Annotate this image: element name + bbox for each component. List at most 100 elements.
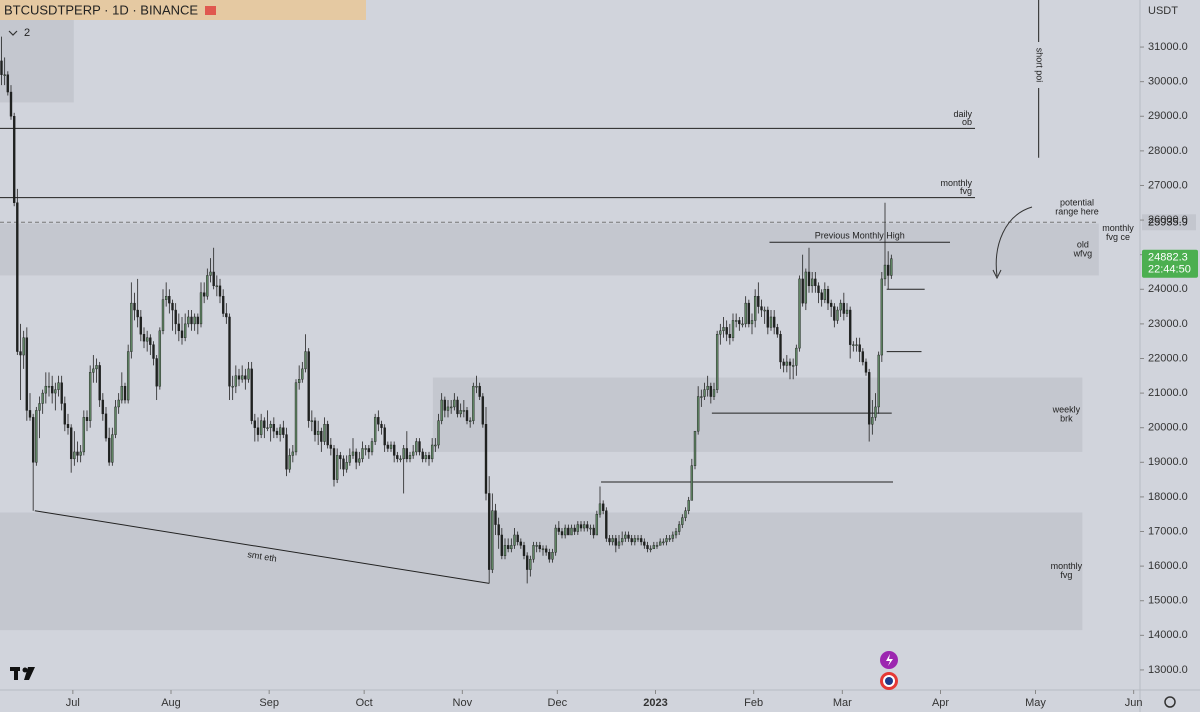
candle-body — [57, 382, 60, 390]
axes: 25935.9 13000.0 14000.0 15000.0 16000.0 17000… — [66, 41, 1198, 709]
flag-icon[interactable] — [205, 6, 216, 15]
callout-text: range here — [1055, 206, 1099, 216]
candle-body — [703, 389, 706, 397]
candle-body — [886, 264, 890, 276]
candle-body — [263, 420, 266, 428]
candle-body — [383, 427, 386, 446]
candle-body — [722, 327, 725, 332]
candle-body — [421, 451, 424, 460]
candle-body — [814, 278, 817, 287]
candle-body — [655, 545, 659, 547]
candle-body — [177, 323, 181, 332]
annotation-text: old — [1077, 239, 1089, 249]
candle-body — [342, 458, 345, 470]
candle-body — [54, 389, 57, 394]
candle-body — [66, 424, 70, 428]
candle-body — [411, 451, 415, 456]
candle-body — [259, 420, 263, 435]
candle-body — [570, 527, 573, 536]
candle-body — [776, 327, 779, 335]
settings-icon[interactable] — [1164, 696, 1176, 708]
candle-body — [215, 285, 219, 288]
candle-body — [833, 306, 836, 321]
candle-body — [548, 552, 551, 560]
candle-body — [608, 538, 611, 543]
candle-body — [272, 424, 276, 432]
candle-body — [339, 455, 342, 460]
candle-body — [611, 538, 614, 543]
candle-body — [744, 302, 747, 325]
candle-body — [826, 289, 830, 304]
candle-body — [649, 548, 652, 551]
y-tick-label: 31000.0 — [1148, 41, 1188, 53]
candle-body — [551, 552, 554, 560]
last-price-badge — [1142, 249, 1198, 278]
y-tick-label: 20000.0 — [1148, 422, 1188, 434]
candle-body — [427, 455, 431, 460]
candle-body — [193, 316, 196, 325]
candle-body — [332, 448, 336, 480]
candle-body — [573, 527, 576, 532]
candle-body — [472, 385, 475, 421]
candle-body — [190, 316, 193, 325]
annotation-text: fvg — [1060, 570, 1072, 580]
candle-body — [823, 289, 827, 300]
candle-body — [620, 538, 624, 543]
candle-body — [497, 524, 500, 536]
y-tick-label: 26000.0 — [1148, 214, 1188, 226]
candle-body — [117, 399, 120, 408]
candle-body — [225, 313, 228, 318]
candle-body — [88, 372, 92, 421]
candle-body — [658, 541, 662, 546]
y-tick-label: 13000.0 — [1148, 664, 1188, 676]
candle-body — [874, 406, 877, 418]
candle-body — [307, 351, 310, 421]
y-tick-label: 29000.0 — [1148, 110, 1188, 122]
candle-body — [877, 354, 880, 408]
candle-body — [237, 375, 241, 380]
candle-body — [848, 309, 852, 345]
candle-body — [487, 493, 491, 570]
candle-body — [47, 385, 51, 388]
x-tick-label: Oct — [356, 697, 373, 709]
drawings — [0, 0, 1099, 584]
candle-body — [804, 271, 808, 304]
y-tick-label: 16000.0 — [1148, 560, 1188, 572]
vertical-label: short poi — [1034, 48, 1044, 83]
candle-body — [446, 406, 450, 411]
callout-text: potential — [1060, 197, 1094, 207]
candle-body — [285, 434, 288, 470]
candle-body — [282, 427, 285, 435]
annotation-text: fvg ce — [1106, 232, 1130, 242]
candle-body — [278, 427, 282, 435]
candle-body — [288, 455, 291, 470]
candle-body — [174, 309, 177, 325]
y-tick-label: 27000.0 — [1148, 179, 1188, 191]
candle-body — [155, 358, 158, 387]
candle-body — [880, 278, 884, 356]
candle-body — [228, 316, 231, 387]
candle-body — [16, 202, 19, 352]
candle-body — [354, 451, 358, 463]
candle-body — [567, 527, 570, 536]
y-tick-label: 21000.0 — [1148, 387, 1188, 399]
candle-body — [687, 500, 690, 511]
candle-body — [513, 534, 516, 546]
collapse-icon[interactable] — [8, 30, 18, 36]
candle-body — [734, 320, 738, 322]
symbol-title: BTCUSDTPERP · 1D · BINANCE — [4, 2, 198, 17]
labels: oldwfvgweeklybrkmonthlyfvgdailyobmonthly… — [247, 42, 1134, 580]
indicator-count[interactable]: 2 — [24, 27, 30, 39]
candle-body — [589, 527, 592, 530]
candle-body — [605, 510, 608, 539]
candle-body — [101, 399, 105, 415]
candle-body — [440, 399, 443, 421]
candle-body — [630, 538, 633, 543]
x-tick-label: Dec — [548, 697, 568, 709]
candle-body — [763, 309, 766, 312]
x-tick-label: Jun — [1125, 697, 1143, 709]
candle-body — [269, 424, 272, 428]
candle-body — [399, 458, 402, 461]
logo[interactable] — [10, 667, 35, 680]
candle-body — [266, 427, 269, 429]
